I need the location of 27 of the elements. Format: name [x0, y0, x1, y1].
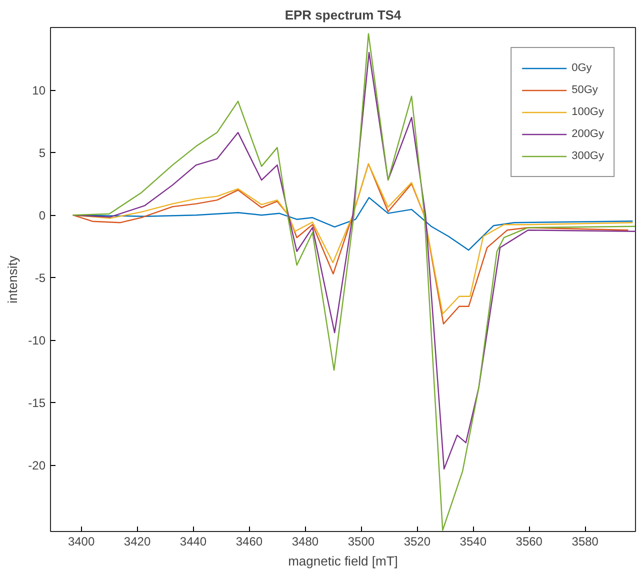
x-tick-label: 3540: [460, 534, 487, 548]
x-tick-label: 3400: [68, 534, 95, 548]
x-tick-label: 3420: [124, 534, 151, 548]
x-tick-label: 3480: [292, 534, 319, 548]
legend-label: 300Gy: [572, 150, 604, 162]
chart-title: EPR spectrum TS4: [284, 8, 402, 22]
y-tick-label: -20: [28, 458, 46, 473]
line-series: [72, 52, 636, 470]
x-tick-label: 3440: [180, 534, 207, 548]
line-series: [72, 33, 636, 531]
legend-label: 100Gy: [572, 106, 604, 118]
x-tick-label: 3560: [516, 534, 543, 548]
legend-label: 0Gy: [572, 62, 592, 74]
y-tick-label: 5: [38, 146, 46, 160]
y-tick-label: -10: [28, 334, 46, 348]
x-tick-label: 3580: [572, 534, 599, 548]
legend-label: 200Gy: [572, 128, 604, 140]
y-tick-label: -5: [34, 271, 46, 286]
x-tick-label: 3500: [348, 534, 375, 548]
x-axis-title: magnetic field [mT]: [288, 554, 398, 568]
y-tick-label: 0: [38, 208, 46, 223]
y-tick-label: 10: [32, 84, 46, 98]
legend-label: 50Gy: [572, 84, 598, 96]
x-tick-label: 3520: [404, 534, 431, 548]
x-tick-label: 3460: [236, 534, 263, 548]
y-tick-label: -15: [28, 396, 46, 410]
y-axis-title: intensity: [5, 255, 20, 304]
